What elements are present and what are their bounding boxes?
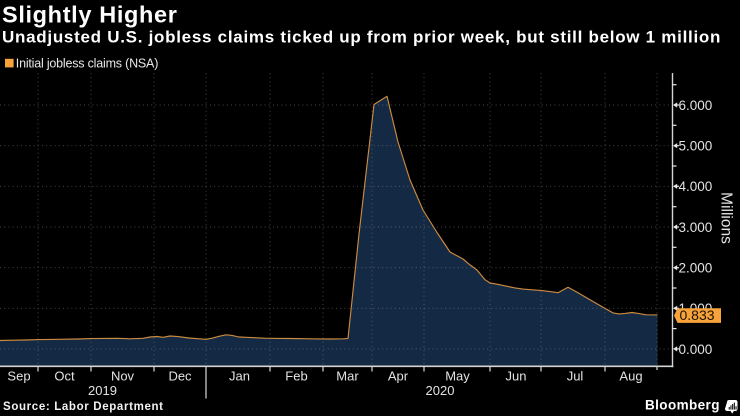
svg-text:Source: Labor Department: Source: Labor Department <box>3 401 164 413</box>
svg-text:Apr: Apr <box>388 369 409 384</box>
svg-text:Bloomberg: Bloomberg <box>645 398 720 413</box>
svg-text:May: May <box>445 369 470 384</box>
svg-text:Millions: Millions <box>718 192 735 244</box>
svg-text:6.000: 6.000 <box>679 98 713 113</box>
svg-text:5.000: 5.000 <box>679 139 713 154</box>
svg-text:Feb: Feb <box>285 369 307 384</box>
svg-text:2019: 2019 <box>88 383 117 398</box>
svg-text:0.833: 0.833 <box>680 307 715 323</box>
svg-text:Jan: Jan <box>229 369 250 384</box>
svg-text:Initial jobless claims (NSA): Initial jobless claims (NSA) <box>16 56 158 70</box>
svg-text:Jun: Jun <box>506 369 527 384</box>
svg-text:0.000: 0.000 <box>679 342 713 357</box>
svg-text:Sep: Sep <box>7 369 30 384</box>
svg-text:Unadjusted U.S. jobless claims: Unadjusted U.S. jobless claims ticked up… <box>2 28 721 47</box>
svg-text:2020: 2020 <box>426 383 455 398</box>
svg-text:Mar: Mar <box>336 369 359 384</box>
svg-text:Aug: Aug <box>619 369 642 384</box>
svg-text:2.000: 2.000 <box>679 261 713 276</box>
svg-text:Jul: Jul <box>567 369 584 384</box>
svg-text:Nov: Nov <box>111 369 135 384</box>
svg-text:Dec: Dec <box>168 369 192 384</box>
svg-text:Oct: Oct <box>54 369 75 384</box>
svg-text:Slightly Higher: Slightly Higher <box>2 2 178 28</box>
svg-text:4.000: 4.000 <box>679 179 713 194</box>
svg-text:3.000: 3.000 <box>679 220 713 235</box>
